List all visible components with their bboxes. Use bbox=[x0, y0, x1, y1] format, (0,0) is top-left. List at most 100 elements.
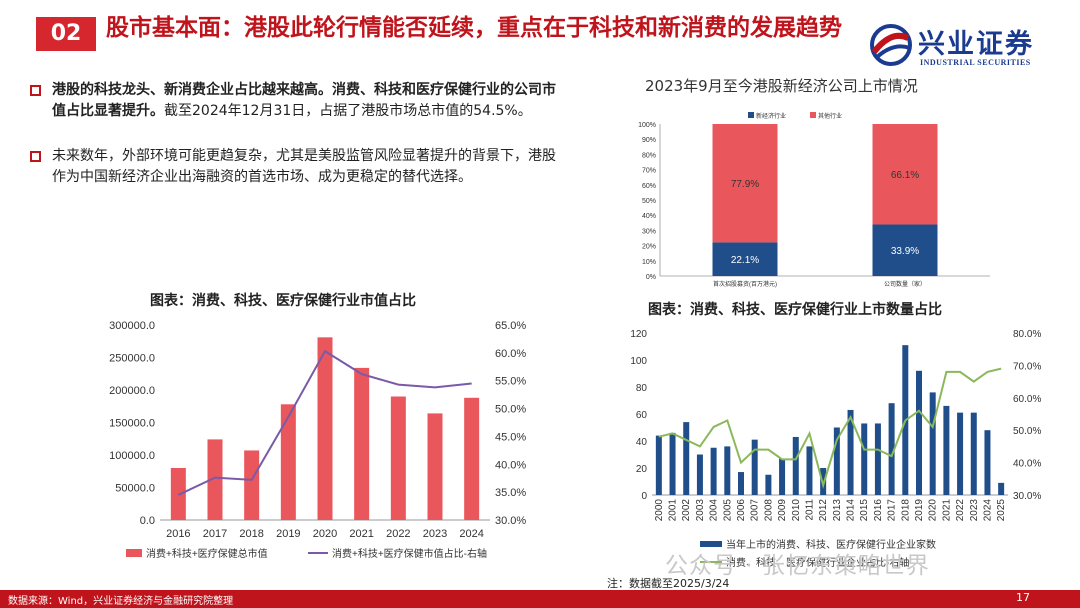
bar bbox=[765, 474, 772, 495]
y2-tick-label: 70.0% bbox=[1013, 361, 1041, 372]
line-series bbox=[177, 349, 472, 496]
bar bbox=[669, 432, 676, 495]
chart-listing-count: 0 20 40 60 80 100 120 30.0% 40.0% 50.0% 60.0% 70.0%… bbox=[630, 329, 1041, 569]
y2-tick-label: 50.0% bbox=[1013, 426, 1041, 437]
bar bbox=[317, 337, 333, 520]
x-tick-label: 首次招股募资(百万港元) bbox=[713, 280, 777, 288]
y-tick-label: 60 bbox=[636, 410, 648, 421]
bar bbox=[710, 447, 717, 495]
bar bbox=[888, 403, 895, 495]
y-tick-label: 200000.0 bbox=[109, 385, 155, 397]
y2-tick-label: 55.0% bbox=[495, 376, 526, 388]
stacked-bar-segment bbox=[712, 124, 778, 243]
data-label: 22.1% bbox=[731, 255, 759, 266]
bar bbox=[806, 446, 813, 495]
x-tick-label: 2017 bbox=[203, 528, 227, 540]
bar bbox=[696, 454, 703, 495]
bar bbox=[738, 472, 744, 495]
x-tick-label: 2025 bbox=[996, 499, 1007, 522]
bar bbox=[998, 482, 1005, 495]
y-tick-label: 40% bbox=[642, 213, 656, 220]
logo-text-cn: 兴业证券 bbox=[918, 29, 1034, 60]
bullet-1-bold: 港股的科技龙头、新消费企业占比越来越高。消费、科技和医疗保健行业的公司市值占比显… bbox=[52, 82, 556, 119]
x-tick-label: 2012 bbox=[818, 499, 829, 522]
bar bbox=[390, 396, 406, 520]
y-tick-label: 0.0 bbox=[140, 515, 155, 527]
y-tick-label: 150000.0 bbox=[109, 418, 155, 430]
y2-tick-label: 40.0% bbox=[495, 459, 526, 471]
logo-emblem-icon bbox=[870, 24, 912, 66]
data-note: 注：数据截至2025/3/24 bbox=[607, 577, 730, 590]
stacked-bar-segment bbox=[872, 224, 938, 276]
chart-market-cap: 0.0 50000.0 100000.0 150000.0 200000.0 250000… bbox=[109, 320, 526, 560]
bar bbox=[683, 422, 690, 495]
x-tick-label: 2024 bbox=[982, 499, 993, 522]
bar bbox=[724, 446, 731, 495]
y2-tick-label: 35.0% bbox=[495, 487, 526, 499]
legend-swatch bbox=[810, 112, 816, 118]
legend-label: 新经济行业 bbox=[756, 112, 786, 120]
bar bbox=[861, 423, 868, 495]
x-tick-label: 2020 bbox=[928, 499, 939, 522]
bar bbox=[833, 427, 840, 495]
y2-tick-label: 50.0% bbox=[495, 404, 526, 416]
x-tick-label: 2008 bbox=[763, 499, 774, 522]
legend-label: 当年上市的消费、科技、医疗保健行业企业家数 bbox=[726, 538, 936, 551]
legend-label: 其他行业 bbox=[818, 112, 842, 120]
y2-tick-label: 30.0% bbox=[495, 515, 526, 527]
x-tick-label: 2021 bbox=[941, 499, 952, 522]
y2-tick-label: 80.0% bbox=[1013, 329, 1041, 340]
y-tick-label: 60% bbox=[642, 183, 656, 190]
data-label: 33.9% bbox=[891, 246, 919, 257]
bar bbox=[792, 436, 799, 495]
x-tick-label: 2024 bbox=[459, 528, 483, 540]
bar bbox=[244, 450, 260, 520]
y-tick-label: 100 bbox=[630, 356, 647, 367]
chart-ipo-share: 0% 10% 20% 30% 40% 50% 60% 70% 80% 90% 100% 22.1% 77… bbox=[638, 112, 990, 288]
x-tick-label: 2022 bbox=[386, 528, 410, 540]
watermark: 公众号 · 张忆东策略世界 bbox=[665, 553, 930, 579]
bar bbox=[943, 405, 950, 495]
legend-swatch bbox=[748, 112, 754, 118]
y-tick-label: 300000.0 bbox=[109, 320, 155, 332]
x-tick-label: 2022 bbox=[955, 499, 966, 522]
bullet-square-icon bbox=[30, 85, 41, 96]
x-tick-label: 2004 bbox=[709, 499, 720, 522]
x-tick-label: 2018 bbox=[900, 499, 911, 522]
bar bbox=[779, 458, 786, 495]
page-number: 17 bbox=[1016, 591, 1030, 604]
y-tick-label: 0 bbox=[641, 491, 647, 502]
data-source: 数据来源：Wind，兴业证券经济与金融研究院整理 bbox=[8, 596, 234, 607]
bullet-2: 未来数年，外部环境可能更趋复杂，尤其是美股监管风险显著提升的背景下，港股作为中国… bbox=[30, 146, 565, 188]
bullet-1: 港股的科技龙头、新消费企业占比越来越高。消费、科技和医疗保健行业的公司市值占比显… bbox=[30, 80, 565, 122]
y-tick-label: 250000.0 bbox=[109, 353, 155, 365]
brand-logo: 兴业证券 INDUSTRIAL SECURITIES bbox=[868, 22, 1068, 72]
bar bbox=[655, 435, 662, 495]
bar bbox=[280, 404, 296, 520]
bar bbox=[427, 413, 443, 520]
bar bbox=[874, 423, 881, 495]
bullet-2-text: 未来数年，外部环境可能更趋复杂，尤其是美股监管风险显著提升的背景下，港股作为中国… bbox=[52, 148, 556, 185]
x-tick-label: 2006 bbox=[736, 499, 747, 522]
line-series bbox=[658, 367, 1002, 489]
y2-tick-label: 30.0% bbox=[1013, 491, 1041, 502]
x-tick-label: 2010 bbox=[791, 499, 802, 522]
y-tick-label: 10% bbox=[642, 259, 656, 266]
y-tick-label: 30% bbox=[642, 228, 656, 235]
chart2-title: 图表：消费、科技、医疗保健行业市值占比 bbox=[150, 293, 416, 309]
x-tick-label: 2013 bbox=[832, 499, 843, 522]
y-tick-label: 70% bbox=[642, 168, 656, 175]
x-tick-label: 公司数量（家） bbox=[884, 280, 926, 288]
x-tick-label: 2003 bbox=[695, 499, 706, 522]
x-tick-label: 2000 bbox=[654, 499, 665, 522]
x-tick-label: 2023 bbox=[423, 528, 447, 540]
y-tick-label: 20 bbox=[636, 464, 648, 475]
logo-text-en: INDUSTRIAL SECURITIES bbox=[920, 58, 1031, 67]
y2-tick-label: 45.0% bbox=[495, 431, 526, 443]
bar bbox=[929, 392, 936, 495]
y2-tick-label: 60.0% bbox=[1013, 394, 1041, 405]
bar bbox=[207, 439, 223, 520]
legend-swatch bbox=[700, 541, 722, 547]
x-tick-label: 2001 bbox=[668, 499, 679, 522]
y-tick-label: 0% bbox=[646, 274, 656, 281]
